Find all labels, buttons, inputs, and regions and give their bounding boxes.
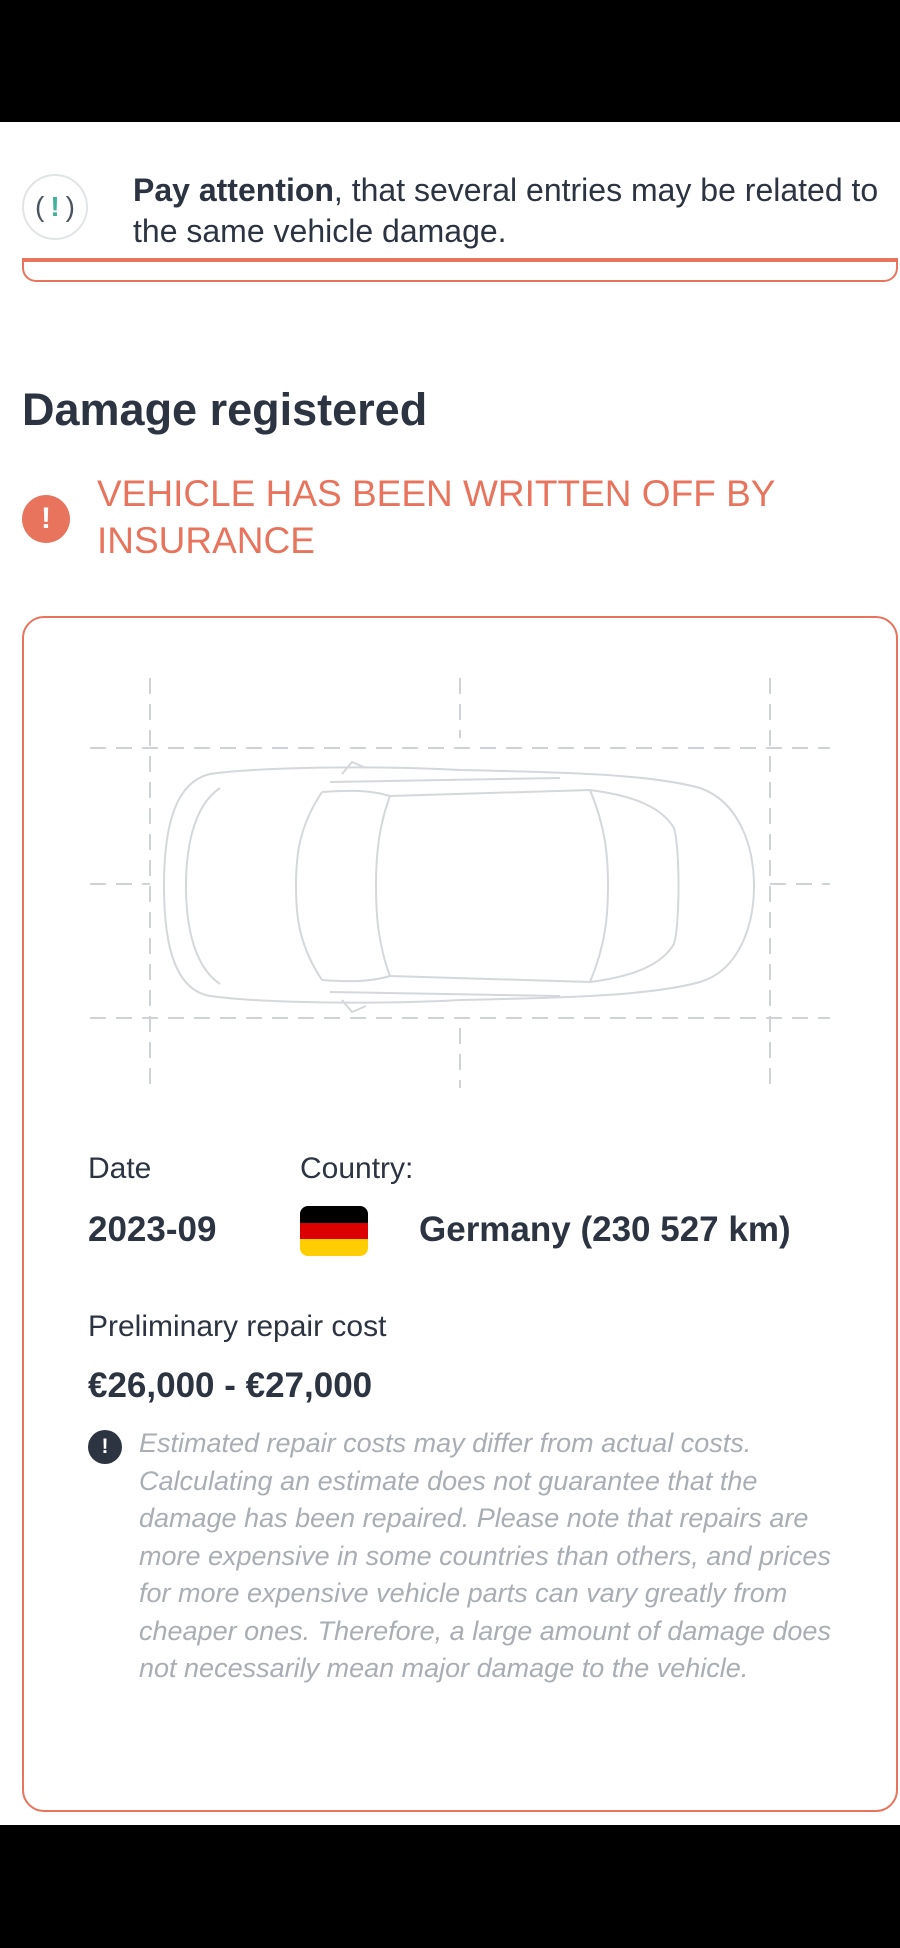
diagram-grid-lines: [90, 678, 830, 1088]
date-value: 2023-09: [88, 1210, 217, 1249]
germany-flag-icon: [300, 1206, 368, 1256]
car-outline-icon: [162, 760, 756, 1014]
repair-cost-value: €26,000 - €27,000: [88, 1366, 373, 1405]
flag-stripe-gold: [300, 1239, 368, 1256]
alert-exclamation-icon: !: [22, 495, 70, 543]
damage-card: [22, 616, 898, 1812]
attention-notice-bold: Pay attention: [133, 172, 334, 208]
flag-stripe-black: [300, 1206, 368, 1223]
attention-notice-text: , that several entries may be related to…: [133, 172, 879, 249]
notice-divider: [22, 258, 898, 282]
repair-cost-label: Preliminary repair cost: [88, 1310, 387, 1343]
flag-stripe-red: [300, 1222, 368, 1240]
status-bar: [0, 0, 900, 122]
attention-notice: Pay attention, that several entries may …: [133, 170, 893, 252]
written-off-alert: VEHICLE HAS BEEN WRITTEN OFF BY INSURANC…: [97, 473, 775, 561]
country-label: Country:: [300, 1152, 414, 1185]
info-exclamation-icon: !: [88, 1430, 122, 1464]
vehicle-damage-diagram: [90, 678, 830, 1088]
navigation-bar: [0, 1825, 900, 1948]
repair-cost-disclaimer: Estimated repair costs may differ from a…: [139, 1428, 831, 1683]
attention-icon: (!): [22, 174, 88, 240]
country-value: Germany (230 527 km): [419, 1210, 791, 1249]
section-title: Damage registered: [22, 384, 428, 435]
date-label: Date: [88, 1152, 152, 1185]
